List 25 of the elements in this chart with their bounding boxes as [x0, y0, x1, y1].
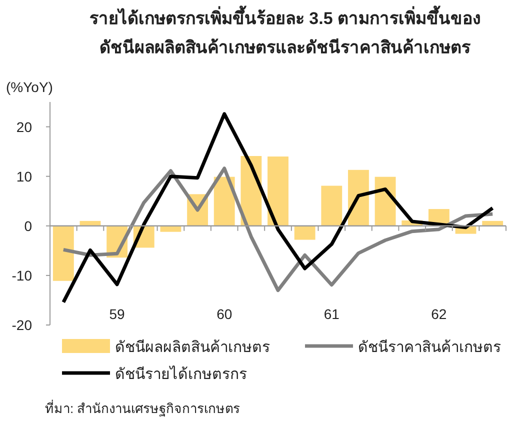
line-series — [62, 112, 494, 304]
x-tick-label: 62 — [431, 306, 447, 322]
bar — [268, 156, 288, 226]
legend-label: ดัชนีราคาสินค้าเกษตร — [358, 339, 501, 356]
x-tick-label: 59 — [109, 306, 126, 322]
y-axis-title: (%YoY) — [6, 79, 53, 95]
y-tick-label: 0 — [24, 218, 32, 234]
y-tick-label: -10 — [12, 267, 32, 284]
bar — [321, 186, 342, 226]
bar — [374, 176, 396, 226]
text: ที่มา: สำนักงานเศรษฐกิจการเกษตร — [45, 400, 240, 417]
line-series — [62, 166, 494, 292]
y-tick-label: 10 — [16, 168, 32, 184]
legend-label: ดัชนีผลผลิตสินค้าเกษตร — [115, 339, 270, 356]
bar — [160, 226, 182, 232]
x-tick-label: 60 — [216, 306, 232, 322]
y-tick-label: 20 — [16, 118, 32, 135]
bar — [52, 226, 74, 281]
legend-label: ดัชนีรายได้เกษตรกร — [115, 365, 247, 383]
chart-title: รายได้เกษตรกรเพิ่มขึ้นร้อยละ 3.5 ตามการเพิ่มขึ้นของ ดัชนีผลผลิตสินค้าเกษตรและดัชนีราคาสินค้าเกษตร — [89, 5, 481, 57]
bar — [482, 220, 504, 226]
bar — [348, 170, 369, 226]
bar — [294, 226, 316, 240]
y-tick-label: -20 — [12, 317, 32, 333]
x-tick-label: 61 — [324, 306, 340, 322]
